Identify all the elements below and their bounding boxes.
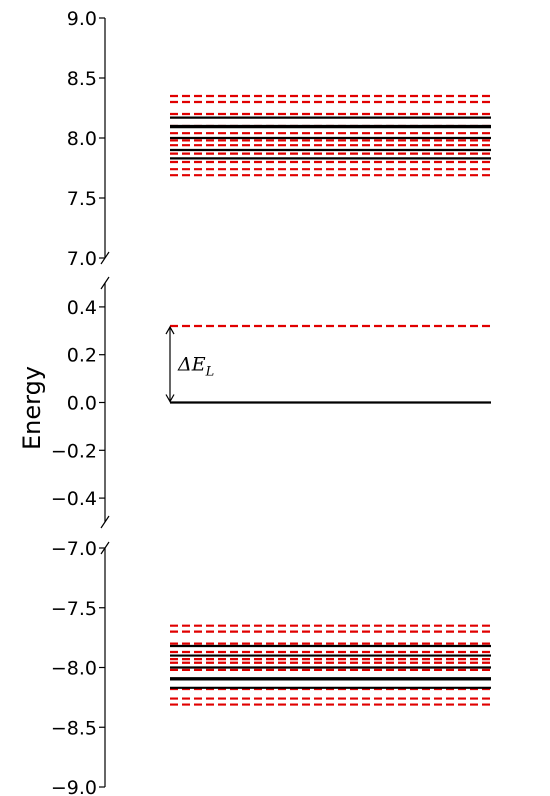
y-tick-label: −0.4 [51, 488, 97, 510]
delta-e-annotation: ΔEL [165, 325, 214, 403]
delta-e-label: ΔEL [177, 353, 214, 379]
y-tick-label: −7.5 [51, 598, 97, 620]
y-tick-label: −8.0 [51, 658, 97, 680]
y-tick-label: −7.0 [51, 538, 97, 560]
y-tick-label: −8.5 [51, 717, 97, 739]
y-tick-label: 0.4 [67, 297, 97, 319]
axis-break-mark [100, 515, 110, 529]
y-tick-label: 0.0 [67, 393, 97, 415]
y-tick-label: 9.0 [67, 8, 97, 30]
y-tick-label: −0.2 [51, 440, 97, 462]
y-tick-label: 0.2 [67, 345, 97, 367]
panel-bottom: −7.0 −7.5 −8.0 −8.5 −9.0 [51, 538, 491, 796]
y-tick-label: 7.0 [67, 248, 97, 270]
y-tick-label: −9.0 [51, 777, 97, 796]
axis-break-mark [100, 276, 110, 290]
y-axis-label: Energy [18, 366, 46, 450]
y-tick-label: 8.5 [67, 68, 97, 90]
delta-e-arrowhead-bottom [165, 394, 175, 403]
panel-top: 9.0 8.5 8.0 7.5 7.0 [67, 8, 491, 270]
delta-e-arrowhead-top [165, 325, 175, 335]
y-tick-label: 8.0 [67, 128, 97, 150]
panel-middle: 0.4 0.2 0.0 −0.2 −0.4 [51, 276, 491, 529]
panels-group: 9.0 8.5 8.0 7.5 7.0 0.4 0.2 0.0 −0.2 −0.4 −7.0 −7.5… [51, 8, 491, 796]
y-tick-label: 7.5 [67, 188, 97, 210]
